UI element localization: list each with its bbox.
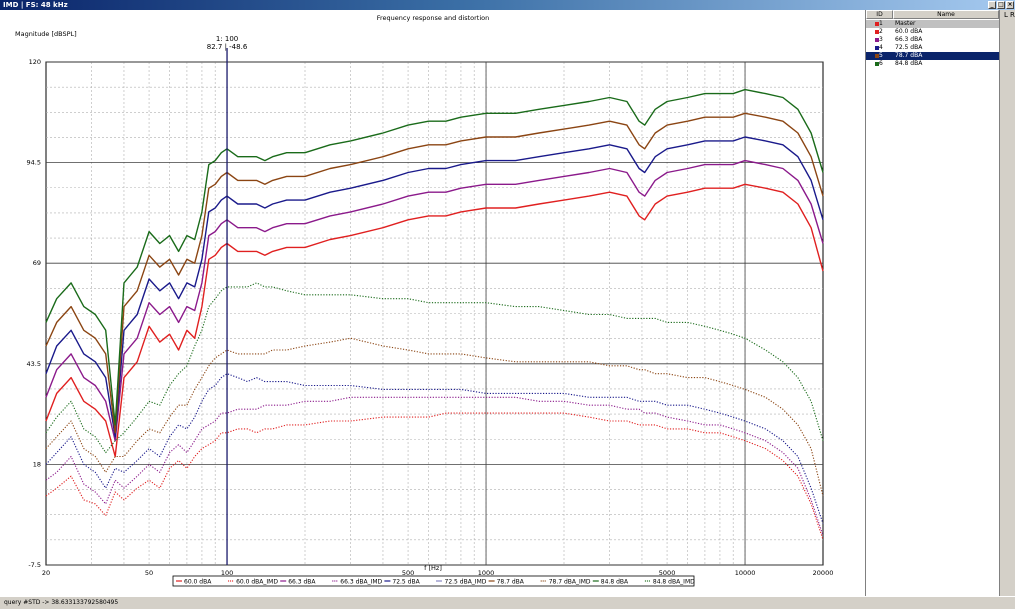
legend-label: 72.5 dBA xyxy=(392,579,420,586)
legend-label: 78.7 dBA xyxy=(497,579,525,586)
x-tick-label: 10000 xyxy=(735,569,756,577)
series-line xyxy=(45,412,824,540)
y-tick-label: 43.5 xyxy=(27,360,41,368)
column-header-name[interactable]: Name xyxy=(893,10,999,19)
trace-list-panel: ID Name 1 Master 2 60.0 dBA 3 66.3 dBA 4 72.5 d… xyxy=(866,10,999,596)
maximize-button[interactable]: □ xyxy=(997,1,1005,9)
legend-label: 78.7 dBA_IMD xyxy=(549,579,591,586)
column-header-id[interactable]: ID xyxy=(866,10,893,19)
frequency-response-chart[interactable]: 1: 100 82.7 | -48.6 Frequency response a… xyxy=(0,10,865,596)
trace-row[interactable]: 6 84.8 dBA xyxy=(866,60,999,68)
cursor-label-top: 1: 100 xyxy=(216,35,238,43)
trace-color-swatch xyxy=(875,62,879,66)
legend-label: 66.3 dBA xyxy=(288,579,316,586)
trace-list-header: ID Name xyxy=(866,10,999,19)
series-line xyxy=(45,337,824,497)
close-button[interactable]: × xyxy=(1006,1,1014,9)
trace-name: 66.3 dBA xyxy=(895,36,923,43)
cursor-label-bottom: 82.7 | -48.6 xyxy=(207,43,248,51)
trace-id: 5 xyxy=(879,52,883,59)
x-tick-label: 20000 xyxy=(813,569,834,577)
left-channel-label[interactable]: L xyxy=(1004,11,1008,19)
tick-labels: -7.5 18 43.5 69 94.5 120 20 50 100 500 1000 5000 100… xyxy=(27,58,834,577)
trace-row[interactable]: 2 60.0 dBA xyxy=(866,28,999,36)
plot-area[interactable]: 1: 100 82.7 | -48.6 Frequency response a… xyxy=(0,10,866,596)
trace-name: Master xyxy=(895,20,916,27)
trace-color-swatch xyxy=(875,22,879,26)
trace-name: 60.0 dBA xyxy=(895,28,923,35)
window-controls: _ □ × xyxy=(988,1,1014,9)
right-channel-label[interactable]: R xyxy=(1010,11,1015,19)
legend-box xyxy=(172,575,695,587)
trace-id: 3 xyxy=(879,36,883,43)
series-line xyxy=(45,159,824,442)
trace-color-swatch xyxy=(875,54,879,58)
series-line xyxy=(45,183,824,458)
x-tick-label: 5000 xyxy=(659,569,676,577)
status-bar: query #STD -> 38.633133792580495 xyxy=(0,596,1015,609)
x-tick-label: 500 xyxy=(402,569,414,577)
x-tick-label: 50 xyxy=(145,569,153,577)
y-axis-label: Magnitude [dBSPL] xyxy=(15,30,77,38)
trace-name: 78.7 dBA xyxy=(895,52,923,59)
trace-id: 1 xyxy=(879,20,883,27)
trace-name: 84.8 dBA xyxy=(895,60,923,67)
series-line xyxy=(45,282,824,454)
y-tick-label: 18 xyxy=(33,460,41,468)
trace-id: 4 xyxy=(879,44,883,51)
trace-row[interactable]: 5 78.7 dBA xyxy=(866,52,999,60)
series-line xyxy=(45,373,824,524)
legend-label: 84.8 dBA xyxy=(601,579,629,586)
title-bar: IMD | FS: 48 kHz _ □ × xyxy=(0,0,1015,10)
trace-name: 72.5 dBA xyxy=(895,44,923,51)
y-tick-label: 120 xyxy=(29,58,41,66)
y-tick-label: 94.5 xyxy=(27,159,41,167)
legend-label: 66.3 dBA_IMD xyxy=(340,579,382,586)
trace-row[interactable]: 3 66.3 dBA xyxy=(866,36,999,44)
series-line xyxy=(45,112,824,434)
trace-color-swatch xyxy=(875,46,879,50)
grid xyxy=(45,61,824,566)
x-tick-label: 20 xyxy=(42,569,50,577)
legend: 60.0 dBA 60.0 dBA_IMD 66.3 dBA 66.3 dBA_IMD… xyxy=(172,575,695,587)
legend-label: 84.8 dBA_IMD xyxy=(653,579,695,586)
trace-id: 6 xyxy=(879,60,883,67)
window-title: IMD | FS: 48 kHz xyxy=(3,1,68,9)
y-tick-label: -7.5 xyxy=(28,561,41,569)
series-group xyxy=(45,88,824,540)
trace-color-swatch xyxy=(875,30,879,34)
channel-selector: L R xyxy=(999,10,1015,596)
minimize-button[interactable]: _ xyxy=(988,1,996,9)
series-line xyxy=(45,396,824,536)
trace-color-swatch xyxy=(875,38,879,42)
series-line xyxy=(45,136,824,438)
legend-label: 60.0 dBA xyxy=(184,579,212,586)
legend-label: 72.5 dBA_IMD xyxy=(445,579,487,586)
trace-row[interactable]: 4 72.5 dBA xyxy=(866,44,999,52)
trace-list: 1 Master 2 60.0 dBA 3 66.3 dBA 4 72.5 dBA 5 78.7 … xyxy=(866,20,999,68)
x-tick-label: 100 xyxy=(221,569,233,577)
legend-label: 60.0 dBA_IMD xyxy=(236,579,278,586)
status-text: query #STD -> 38.633133792580495 xyxy=(4,599,119,606)
y-tick-label: 69 xyxy=(33,259,41,267)
x-axis-label: f [Hz] xyxy=(424,564,442,572)
trace-id: 2 xyxy=(879,28,883,35)
chart-title: Frequency response and distortion xyxy=(377,14,490,22)
x-tick-label: 1000 xyxy=(478,569,495,577)
series-line xyxy=(45,88,824,426)
trace-row[interactable]: 1 Master xyxy=(866,20,999,28)
